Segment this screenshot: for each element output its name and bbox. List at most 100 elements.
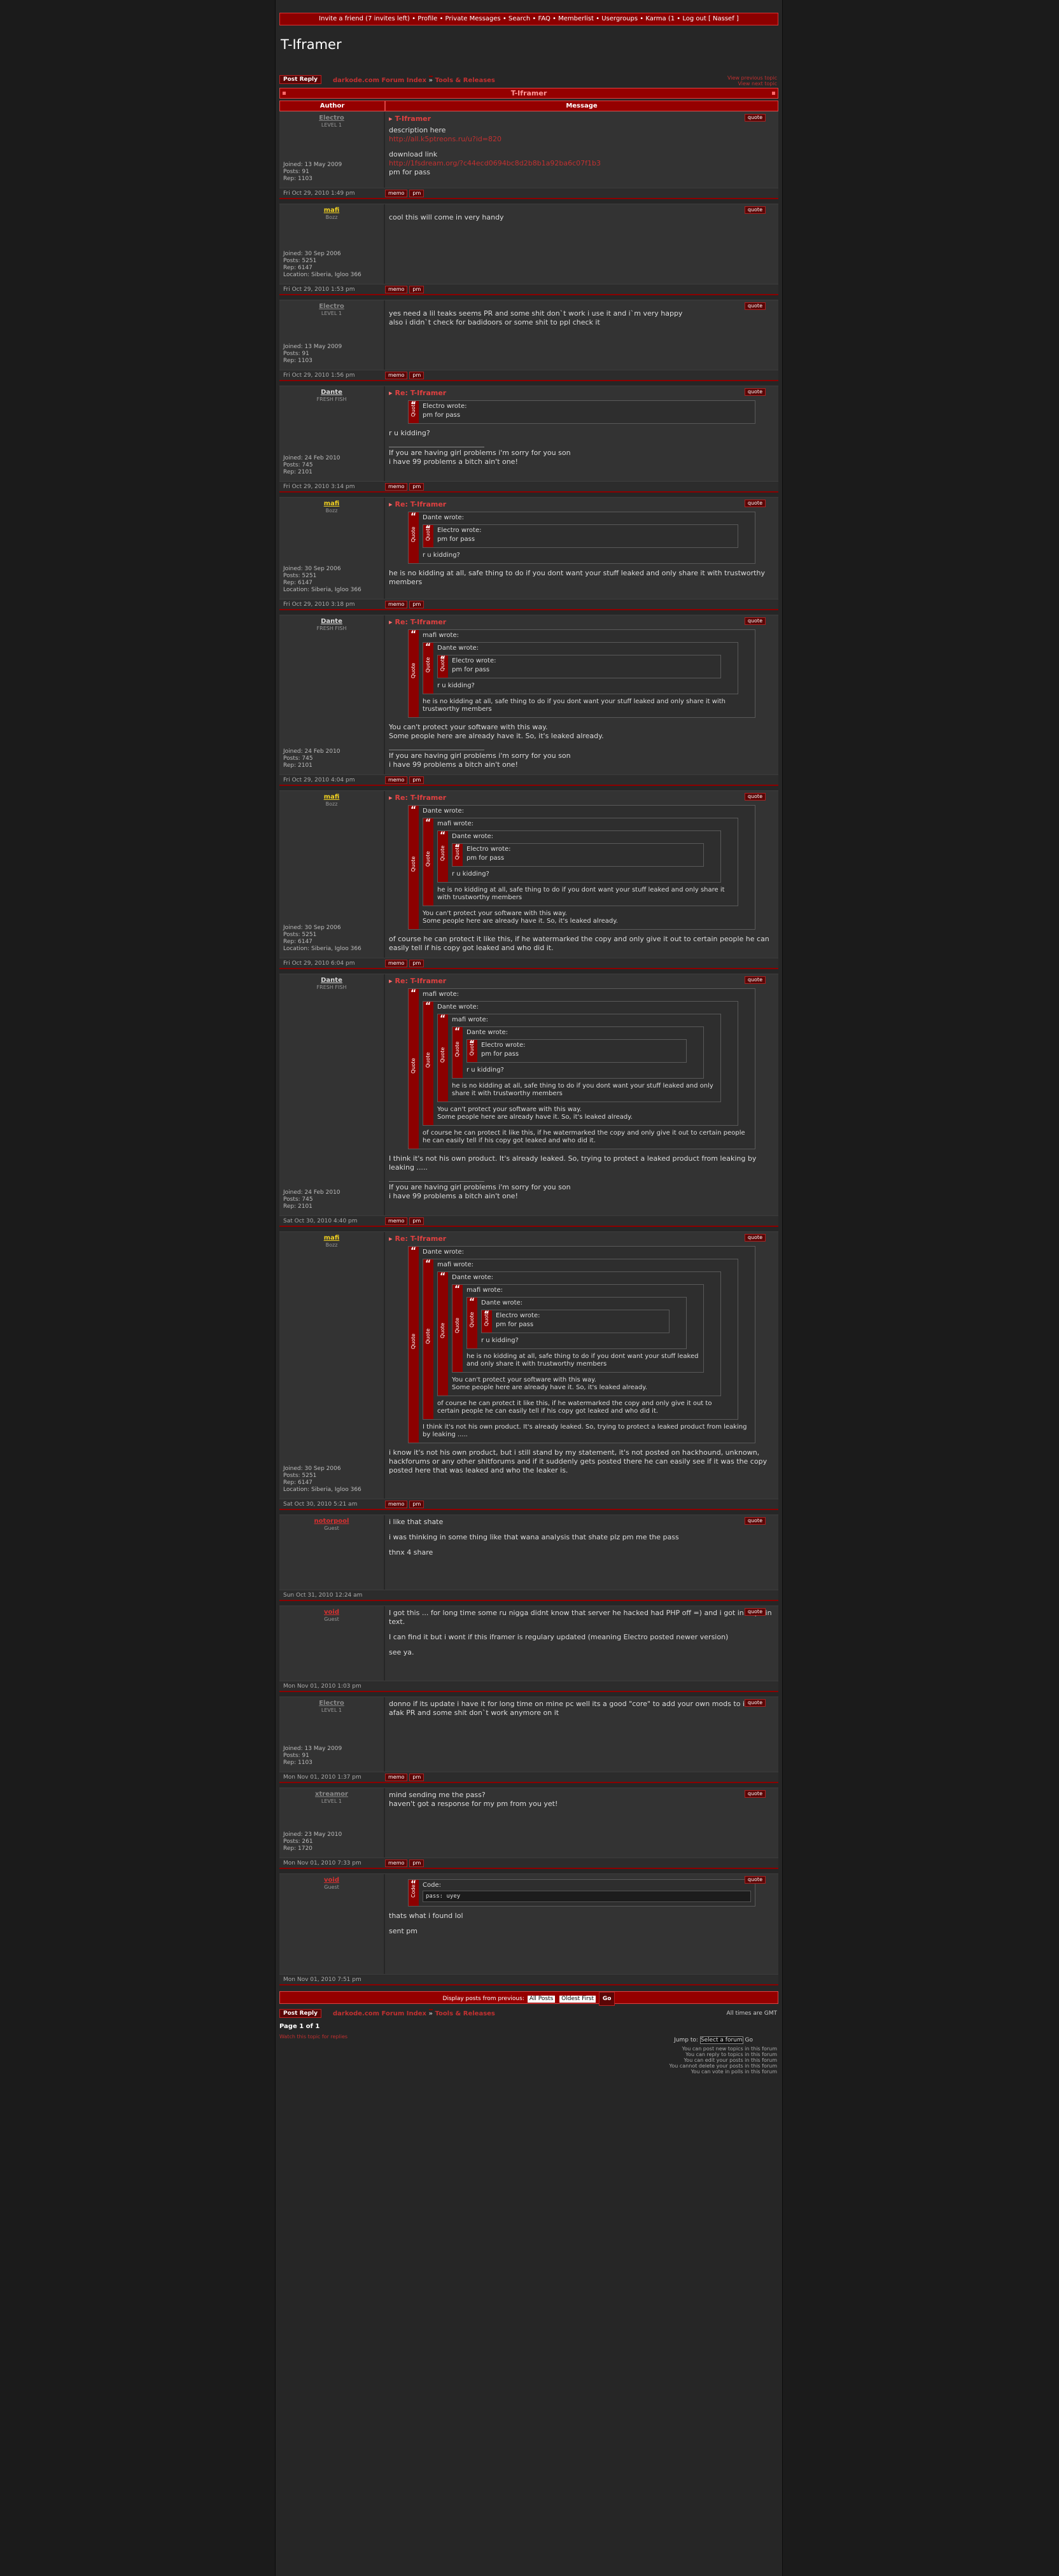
post-separator xyxy=(279,1984,778,1990)
code-label: Code: xyxy=(423,1882,441,1889)
pm-button[interactable]: pm xyxy=(409,286,424,293)
pm-button[interactable]: pm xyxy=(409,1217,424,1225)
post-icon: ▸ xyxy=(389,977,393,985)
quote-button[interactable]: quote xyxy=(744,1234,766,1242)
profile-button[interactable]: memo xyxy=(385,286,408,293)
post-subject-text[interactable]: Re: T-Iframer xyxy=(395,389,447,397)
profile-button[interactable]: memo xyxy=(385,1501,408,1508)
signature-line: i have 99 problems a bitch ain't one! xyxy=(389,760,518,769)
quote-label: Quote xyxy=(484,1310,489,1326)
profile-button[interactable]: memo xyxy=(385,601,408,608)
profile-button[interactable]: memo xyxy=(385,776,408,784)
post-reply-button-bottom[interactable]: Post Reply xyxy=(279,2009,321,2018)
author-detail: Rep: 6147 xyxy=(283,1480,312,1486)
quote-button[interactable]: quote xyxy=(744,388,766,396)
author-name[interactable]: Electro xyxy=(319,303,344,310)
quote-button[interactable]: quote xyxy=(744,1608,766,1616)
post-body: quote ▸ Re: T-Iframer “Quote Electro wrote: p… xyxy=(385,386,778,481)
author-detail: Joined: 24 Feb 2010 xyxy=(283,455,340,461)
pm-button[interactable]: pm xyxy=(409,190,424,197)
code-mark-icon: “ xyxy=(410,1879,417,1889)
author-name[interactable]: Dante xyxy=(321,618,342,625)
code-content[interactable]: pass: uyey xyxy=(423,1891,751,1902)
pm-button[interactable]: pm xyxy=(409,1859,424,1867)
quote-button[interactable]: quote xyxy=(744,302,766,310)
post-subject-text[interactable]: Re: T-Iframer xyxy=(395,1235,447,1243)
post-subject-text[interactable]: Re: T-Iframer xyxy=(395,977,447,985)
author-rank: FRESH FISH xyxy=(316,984,347,990)
code-marker: “Code: xyxy=(409,1880,419,1906)
profile-button[interactable]: memo xyxy=(385,372,408,379)
page-indicator: Page 1 of 1 xyxy=(279,2023,320,2030)
author-name[interactable]: mafi xyxy=(323,500,340,507)
quote-author: mafi wrote: xyxy=(437,1261,473,1268)
author-name[interactable]: Electro xyxy=(319,115,344,122)
author-detail: Posts: 261 xyxy=(283,1838,313,1845)
pm-button[interactable]: pm xyxy=(409,483,424,491)
next-topic-link[interactable]: View next topic xyxy=(738,81,777,87)
go-button[interactable]: Go xyxy=(598,1992,615,2006)
author-name[interactable]: Dante xyxy=(321,389,342,396)
pm-button[interactable]: pm xyxy=(409,1501,424,1508)
author-name[interactable]: mafi xyxy=(323,207,340,214)
profile-button[interactable]: memo xyxy=(385,483,408,491)
quote-button[interactable]: quote xyxy=(744,976,766,984)
breadcrumb-index[interactable]: darkode.com Forum Index xyxy=(333,77,427,84)
post-subject: ▸ Re: T-Iframer xyxy=(389,618,775,627)
post-buttons: memo pm xyxy=(385,775,424,785)
message-line: thats what i found lol xyxy=(389,1912,463,1920)
post-subject-text[interactable]: Re: T-Iframer xyxy=(395,500,447,508)
author-name[interactable]: mafi xyxy=(323,1235,340,1242)
post: mafi Bozz Joined: 30 Sep 2006 Posts: 5251 Re… xyxy=(279,497,778,599)
top-nav-bar[interactable]: Invite a friend (7 invites left) • Profi… xyxy=(279,13,778,25)
quote-button[interactable]: quote xyxy=(744,206,766,214)
author-name[interactable]: void xyxy=(324,1609,339,1616)
posts-filter-select[interactable]: All Posts xyxy=(527,1996,556,2003)
author-name[interactable]: mafi xyxy=(323,794,340,801)
profile-button[interactable]: memo xyxy=(385,1217,408,1225)
author-name[interactable]: notorpool xyxy=(314,1518,349,1525)
author-name[interactable]: Electro xyxy=(319,1700,344,1707)
topic-bar-title[interactable]: T-Iframer xyxy=(510,89,547,97)
post-buttons: memo pm xyxy=(385,1858,424,1868)
spacer xyxy=(389,303,775,309)
quote-button[interactable]: quote xyxy=(744,793,766,801)
quote-button[interactable]: quote xyxy=(744,1699,766,1707)
quote-text: he is no kidding at all, safe thing to d… xyxy=(466,1353,699,1368)
quote-button[interactable]: quote xyxy=(744,500,766,507)
author-name[interactable]: xtreamor xyxy=(315,1791,348,1798)
quote-button[interactable]: quote xyxy=(744,1517,766,1525)
profile-button[interactable]: memo xyxy=(385,1859,408,1867)
author-detail: Rep: 1103 xyxy=(283,1760,312,1766)
quote-button[interactable]: quote xyxy=(744,1876,766,1884)
profile-button[interactable]: memo xyxy=(385,960,408,967)
post-subject-text[interactable]: T-Iframer xyxy=(395,115,431,123)
breadcrumb-forum-bottom[interactable]: Tools & Releases xyxy=(435,2010,495,2017)
jump-select[interactable]: Select a forum xyxy=(699,2036,743,2044)
post-reply-button[interactable]: Post Reply xyxy=(279,75,321,84)
quote-button[interactable]: quote xyxy=(744,114,766,122)
message-line: see ya. xyxy=(389,1648,414,1656)
sort-order-select[interactable]: Oldest First xyxy=(559,1996,596,2003)
author-name[interactable]: Dante xyxy=(321,977,342,984)
prev-topic-link[interactable]: View previous topic xyxy=(727,75,777,81)
jump-go[interactable]: Go xyxy=(745,2037,753,2043)
profile-button[interactable]: memo xyxy=(385,1774,408,1781)
author-detail: Joined: 13 May 2009 xyxy=(283,162,342,168)
pm-button[interactable]: pm xyxy=(409,372,424,379)
author-name[interactable]: void xyxy=(324,1877,339,1884)
breadcrumb-index-bottom[interactable]: darkode.com Forum Index xyxy=(333,2010,427,2017)
author-detail: Joined: 13 May 2009 xyxy=(283,344,342,350)
pm-button[interactable]: pm xyxy=(409,776,424,784)
profile-button[interactable]: memo xyxy=(385,190,408,197)
pm-button[interactable]: pm xyxy=(409,601,424,608)
watch-topic-link[interactable]: Watch this topic for replies xyxy=(279,2034,348,2040)
pm-button[interactable]: pm xyxy=(409,960,424,967)
quote-button[interactable]: quote xyxy=(744,1790,766,1798)
quote-author: Electro wrote: xyxy=(496,1312,540,1319)
quote-button[interactable]: quote xyxy=(744,617,766,625)
post-subject-text[interactable]: Re: T-Iframer xyxy=(395,618,447,626)
pm-button[interactable]: pm xyxy=(409,1774,424,1781)
post-subject-text[interactable]: Re: T-Iframer xyxy=(395,794,447,802)
breadcrumb-forum[interactable]: Tools & Releases xyxy=(435,77,495,84)
